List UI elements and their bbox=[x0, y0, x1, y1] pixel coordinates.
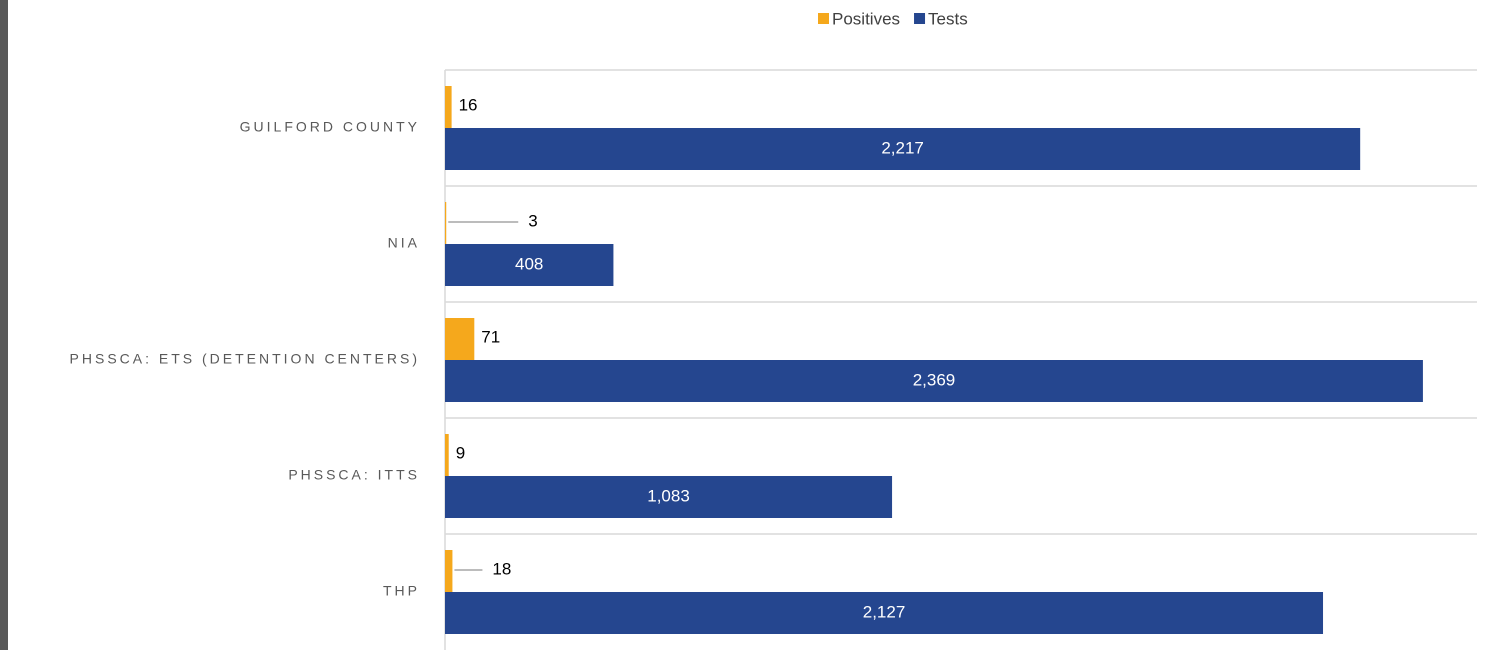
value-label: 3 bbox=[528, 211, 537, 230]
bar bbox=[445, 128, 1361, 170]
category-label: GUILFORD COUNTY bbox=[240, 119, 420, 135]
bar bbox=[445, 476, 893, 518]
left-border bbox=[0, 0, 8, 650]
category-label: PHSSCA: ETS (DETENTION CENTERS) bbox=[70, 351, 420, 367]
value-label: 1,083 bbox=[647, 486, 690, 505]
bar bbox=[445, 86, 452, 128]
value-label: 2,127 bbox=[863, 602, 906, 621]
legend-label: Tests bbox=[928, 9, 968, 28]
bar bbox=[445, 318, 475, 360]
legend-label: Positives bbox=[832, 9, 900, 28]
value-label: 71 bbox=[481, 327, 500, 346]
bar bbox=[445, 244, 614, 286]
bar bbox=[445, 550, 453, 592]
legend-swatch bbox=[914, 13, 926, 24]
value-label: 2,217 bbox=[881, 138, 924, 157]
category-label: THP bbox=[383, 583, 420, 599]
value-label: 408 bbox=[515, 254, 543, 273]
legend-swatch bbox=[818, 13, 829, 24]
value-label: 16 bbox=[459, 95, 478, 114]
bar bbox=[445, 360, 1423, 402]
category-label: NIA bbox=[388, 235, 420, 251]
value-label: 18 bbox=[492, 559, 511, 578]
bar bbox=[445, 202, 447, 244]
bar bbox=[445, 434, 449, 476]
bar bbox=[445, 592, 1324, 634]
category-label: PHSSCA: ITTS bbox=[288, 467, 420, 483]
value-label: 2,369 bbox=[913, 370, 956, 389]
value-label: 9 bbox=[456, 443, 465, 462]
